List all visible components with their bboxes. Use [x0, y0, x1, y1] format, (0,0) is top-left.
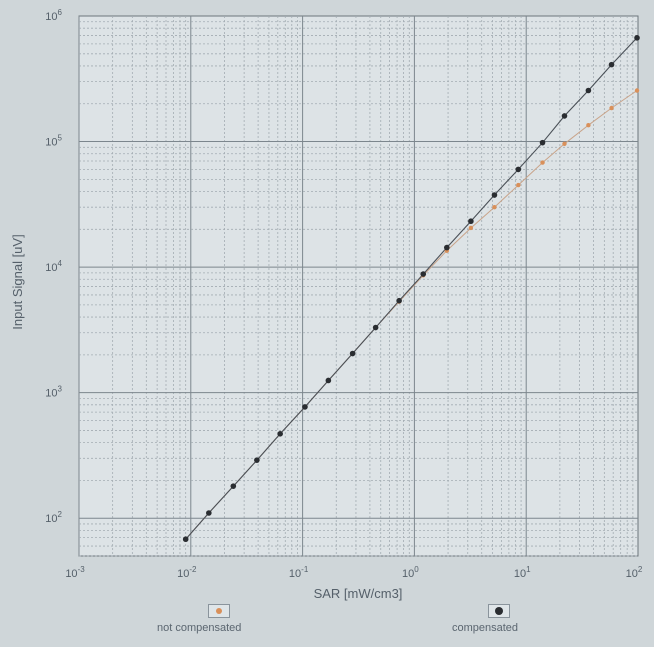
- data-point-compensated: [585, 87, 592, 94]
- data-point-not-compensated: [540, 160, 545, 165]
- data-point-compensated: [206, 510, 212, 516]
- y-axis-label: Input Signal [uV]: [10, 234, 25, 329]
- y-tick-label: 104: [45, 259, 62, 274]
- data-point-compensated: [277, 431, 283, 437]
- x-tick-exponent: -1: [301, 565, 309, 574]
- y-tick-exponent: 2: [58, 510, 63, 519]
- data-points: [182, 35, 640, 543]
- x-axis-label: SAR [mW/cm3]: [314, 586, 403, 601]
- data-point-compensated: [420, 271, 427, 277]
- data-point-compensated: [349, 350, 356, 357]
- x-tick-exponent: -2: [189, 565, 197, 574]
- y-tick-exponent: 6: [58, 8, 63, 17]
- y-tick-exponent: 4: [58, 259, 63, 268]
- data-point-compensated: [561, 113, 568, 119]
- x-tick-label: 100: [402, 565, 419, 580]
- data-point-not-compensated: [586, 122, 591, 128]
- data-point-compensated: [468, 218, 474, 225]
- data-point-compensated: [608, 61, 615, 68]
- data-point-not-compensated: [492, 204, 497, 210]
- y-tick-label: 105: [45, 134, 62, 149]
- data-point-compensated: [539, 139, 546, 146]
- data-point-compensated: [444, 244, 450, 251]
- y-tick-label: 102: [45, 510, 62, 525]
- x-tick-label: 10-2: [177, 565, 197, 580]
- x-tick-label: 10-3: [65, 565, 85, 580]
- data-point-compensated: [491, 192, 498, 198]
- x-tick-exponent: 1: [526, 565, 531, 574]
- legend-marker-compensated: [495, 607, 503, 615]
- legend-label-not-compensated: not compensated: [157, 622, 242, 634]
- data-point-compensated: [254, 457, 260, 463]
- y-tick-label: 106: [45, 8, 62, 23]
- fit-lines: [185, 37, 638, 540]
- x-tick-exponent: 0: [414, 565, 419, 574]
- legend-swatch-compensated: [488, 604, 510, 618]
- x-tick-label: 101: [514, 565, 531, 580]
- x-tick-label: 10-1: [289, 565, 309, 580]
- x-tick-label: 102: [626, 565, 643, 580]
- data-point-not-compensated: [516, 182, 521, 188]
- data-point-not-compensated: [562, 141, 567, 146]
- grid: [78, 16, 638, 557]
- x-tick-exponent: 2: [638, 565, 643, 574]
- legend-marker-not-compensated: [216, 608, 222, 614]
- y-tick-exponent: 5: [58, 134, 63, 143]
- plot-background: [78, 15, 639, 557]
- legend-label-compensated: compensated: [452, 622, 519, 634]
- data-point-not-compensated: [468, 225, 474, 231]
- y-tick-exponent: 3: [58, 385, 63, 394]
- legend-swatch-not-compensated: [208, 604, 230, 618]
- data-point-compensated: [396, 297, 402, 304]
- data-point-compensated: [230, 483, 237, 489]
- data-point-compensated: [182, 536, 189, 543]
- data-point-not-compensated: [609, 105, 614, 111]
- y-axis-ticks: 102 103 104 105 106: [45, 8, 62, 525]
- data-point-not-compensated: [634, 88, 640, 93]
- data-point-compensated: [515, 166, 522, 173]
- y-tick-label: 103: [45, 385, 62, 400]
- data-point-compensated: [302, 404, 308, 410]
- data-point-compensated: [372, 324, 379, 331]
- data-point-compensated: [325, 377, 332, 384]
- x-tick-exponent: -3: [78, 565, 86, 574]
- data-point-compensated: [634, 35, 640, 41]
- series-line-compensated: [185, 37, 638, 540]
- x-axis-ticks: 10-3 10-2 10-1 100 101 102: [65, 565, 643, 580]
